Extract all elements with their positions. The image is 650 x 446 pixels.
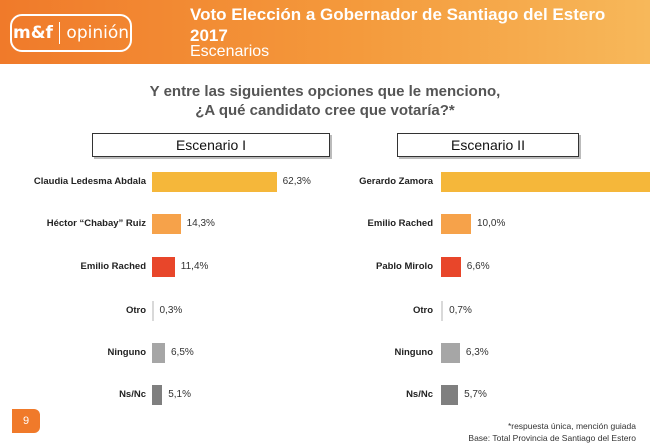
- page-title-line2: 2017: [190, 26, 228, 45]
- category-label: Otro: [412, 305, 433, 316]
- category-label: Gerardo Zamora: [359, 176, 433, 187]
- category-label: Ns/Nc: [406, 389, 433, 400]
- category-label: Otro: [125, 305, 146, 316]
- category-label: Emilio Rached: [367, 218, 433, 229]
- data-label: 5,1%: [168, 389, 191, 400]
- bar: [441, 343, 460, 363]
- data-label: 5,7%: [464, 389, 487, 400]
- category-label: Ns/Nc: [119, 389, 146, 400]
- data-label: 0,3%: [159, 305, 183, 316]
- data-label: 62,3%: [282, 176, 311, 187]
- bar: [441, 172, 650, 192]
- data-label: 6,3%: [465, 347, 489, 358]
- page-number: 9: [12, 409, 40, 433]
- footnote-base: Base: Total Provincia de Santiago del Es…: [468, 433, 636, 443]
- survey-question-line1: Y entre las siguientes opciones que le m…: [149, 83, 501, 100]
- category-label: Ninguno: [107, 347, 146, 358]
- brand-logo: m&f opinión: [10, 14, 132, 52]
- page-subtitle: Escenarios: [190, 43, 270, 60]
- data-label: 0,7%: [449, 305, 472, 316]
- bar: [441, 385, 459, 405]
- data-label: 6,5%: [171, 347, 194, 358]
- scenario-2-title: Escenario II: [397, 133, 579, 157]
- survey-question: Y entre las siguientes opciones que le m…: [0, 82, 650, 120]
- page-title-line1: Voto Elección a Gobernador de Santiago d…: [190, 5, 606, 24]
- bar: [441, 257, 461, 277]
- category-label: Claudia Ledesma Abdala: [33, 176, 146, 187]
- footnote-note: *respuesta única, mención guiada: [507, 421, 636, 431]
- survey-question-line2: ¿A qué candidato cree que votaría?*: [195, 102, 455, 119]
- category-label: Héctor “Chabay” Ruiz: [46, 218, 146, 229]
- bar: [152, 301, 154, 321]
- category-label: Ninguno: [394, 347, 433, 358]
- data-label: 6,6%: [466, 261, 490, 272]
- bar: [441, 214, 471, 234]
- bar: [152, 385, 163, 405]
- bar: [152, 343, 165, 363]
- header-banner: m&f opinión Voto Elección a Gobernador d…: [0, 0, 650, 64]
- data-label: 10,0%: [477, 218, 506, 229]
- bar: [152, 172, 277, 192]
- data-label: 14,3%: [186, 218, 215, 229]
- logo-mf-text: m&f: [12, 23, 53, 43]
- scenario-1-title: Escenario I: [92, 133, 330, 157]
- page-title: Voto Elección a Gobernador de Santiago d…: [190, 4, 605, 46]
- category-label: Pablo Mirolo: [376, 261, 433, 272]
- bar: [152, 257, 175, 277]
- bar: [441, 301, 444, 321]
- bar: [152, 214, 181, 234]
- logo-opinion-text: opinión: [66, 23, 130, 43]
- category-label: Emilio Rached: [80, 261, 146, 272]
- logo-divider: [58, 22, 61, 44]
- data-label: 11,4%: [180, 261, 209, 272]
